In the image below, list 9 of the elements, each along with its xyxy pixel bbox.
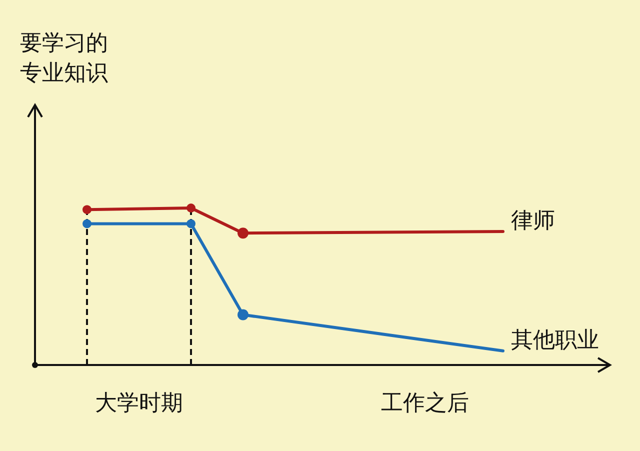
x-tick-label: 大学时期 [95, 391, 183, 416]
text: 要学习的专业知识 [20, 31, 108, 86]
point [186, 219, 196, 228]
x-tick-label: 工作之后 [381, 391, 469, 416]
series-label: 律师 [511, 208, 555, 234]
point [82, 205, 92, 214]
point [186, 204, 196, 212]
point [82, 219, 92, 228]
series-label: 其他职业 [511, 328, 599, 353]
